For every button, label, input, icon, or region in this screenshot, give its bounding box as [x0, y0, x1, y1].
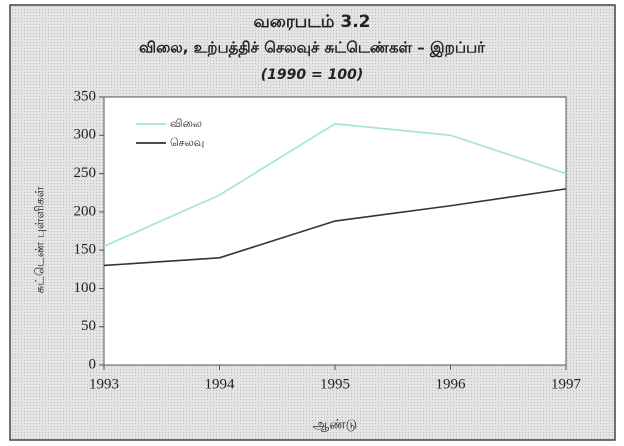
y-tick-label: 150: [74, 242, 97, 258]
plot-area: [103, 96, 567, 366]
x-tick-label: 1993: [89, 376, 119, 392]
legend-label: செலவு: [170, 136, 204, 149]
chart-title: வரைபடம் 3.2: [253, 12, 370, 32]
line-series: [103, 122, 567, 248]
y-tick-label: 350: [74, 88, 97, 104]
line-series: [103, 188, 567, 267]
y-tick-label: 50: [81, 318, 96, 334]
x-tick-label: 1997: [551, 376, 582, 392]
x-tick-label: 1994: [205, 376, 236, 392]
y-tick-label: 0: [89, 356, 97, 372]
y-tick-label: 200: [74, 203, 97, 219]
chart-subtitle: விலை, உற்பத்திச் செலவுச் சுட்டெண்கள் – இ…: [139, 39, 486, 58]
x-axis-label: ஆண்டு: [313, 418, 358, 433]
x-tick-label: 1996: [436, 376, 467, 392]
y-tick-label: 300: [74, 127, 97, 143]
y-axis-label: சுட்டெண் புள்ளிகள்: [33, 186, 47, 293]
y-tick-label: 100: [74, 280, 97, 296]
x-tick-label: 1995: [320, 376, 350, 392]
y-tick-label: 250: [74, 165, 97, 181]
chart-note: (1990 = 100): [261, 67, 363, 83]
legend-label: விலை: [170, 117, 202, 130]
